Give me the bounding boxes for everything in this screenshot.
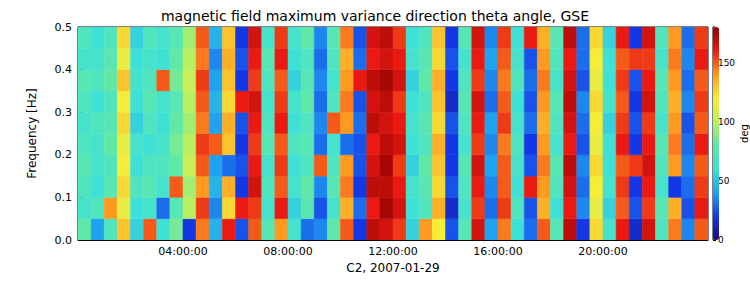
svg-text:0.2: 0.2 bbox=[55, 148, 73, 161]
svg-text:08:00:00: 08:00:00 bbox=[263, 245, 312, 258]
svg-text:12:00:00: 12:00:00 bbox=[368, 245, 417, 258]
svg-text:04:00:00: 04:00:00 bbox=[158, 245, 207, 258]
svg-text:magnetic field maximum varianc: magnetic field maximum variance directio… bbox=[161, 8, 589, 24]
svg-text:0.1: 0.1 bbox=[55, 191, 73, 204]
svg-text:0: 0 bbox=[717, 235, 724, 245]
svg-text:0.3: 0.3 bbox=[55, 106, 73, 119]
svg-text:150: 150 bbox=[718, 58, 735, 68]
svg-text:0.0: 0.0 bbox=[55, 234, 73, 247]
svg-text:20:00:00: 20:00:00 bbox=[578, 245, 627, 258]
svg-text:16:00:00: 16:00:00 bbox=[473, 245, 522, 258]
svg-text:C2, 2007-01-29: C2, 2007-01-29 bbox=[346, 261, 439, 275]
svg-text:0.5: 0.5 bbox=[55, 21, 73, 34]
svg-text:Frequency [Hz]: Frequency [Hz] bbox=[25, 88, 39, 179]
svg-text:deg: deg bbox=[739, 124, 750, 143]
svg-text:100: 100 bbox=[718, 117, 735, 127]
svg-text:50: 50 bbox=[718, 176, 730, 186]
svg-text:0.4: 0.4 bbox=[55, 63, 73, 76]
